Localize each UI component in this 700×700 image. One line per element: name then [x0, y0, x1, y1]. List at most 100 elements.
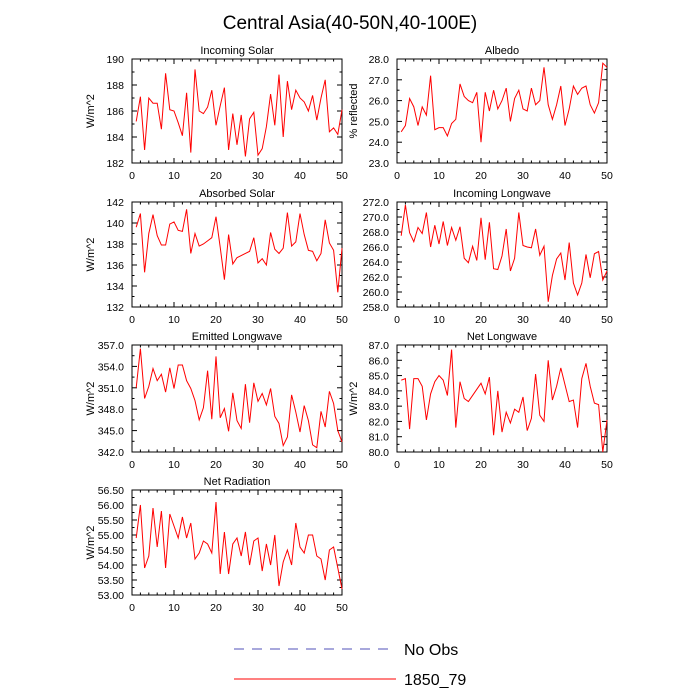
panel-title: Emitted Longwave [192, 331, 283, 343]
x-tick-label: 40 [294, 602, 306, 614]
chart-panel: Incoming Solar 0 10 20 30 40 50 182 184 186 188 190… [85, 45, 348, 182]
x-tick-label: 20 [210, 602, 222, 614]
chart-panel: Net Radiation 0 10 20 30 40 50 53.00 53.50 54.00 5… [85, 476, 348, 614]
y-tick-label: 81.0 [369, 432, 390, 444]
series-line-1850_79 [400, 62, 608, 143]
chart-panel: Emitted Longwave 0 10 20 30 40 50 342.0 345.0 348… [85, 331, 348, 471]
chart-panel: Absorbed Solar 0 10 20 30 40 50 132 134 136 138 140… [85, 188, 348, 326]
x-tick-label: 10 [433, 170, 445, 182]
y-tick-label: 85.0 [369, 371, 390, 383]
panel-title: Net Radiation [204, 476, 271, 488]
y-tick-label: 138 [106, 239, 124, 251]
x-tick-label: 40 [559, 170, 571, 182]
x-tick-label: 10 [168, 170, 180, 182]
y-tick-label: 260.0 [363, 287, 389, 299]
panel-title: Absorbed Solar [199, 188, 275, 200]
series-line-1850_79 [135, 348, 343, 449]
y-tick-label: 140 [106, 218, 124, 230]
y-tick-label: 54.50 [98, 545, 124, 557]
x-tick-label: 30 [517, 314, 529, 326]
chart-panel: Incoming Longwave 0 10 20 30 40 50 258.0 260.0 26… [363, 188, 613, 326]
x-tick-label: 50 [336, 170, 348, 182]
x-tick-label: 40 [559, 314, 571, 326]
x-tick-label: 0 [129, 170, 135, 182]
y-tick-label: 264.0 [363, 257, 389, 269]
x-tick-label: 30 [517, 459, 529, 471]
y-tick-label: 354.0 [98, 361, 124, 373]
y-tick-label: 24.0 [369, 137, 390, 149]
y-tick-label: 56.00 [98, 500, 124, 512]
plot-frame [396, 344, 608, 453]
plot-frame [131, 344, 343, 453]
y-tick-label: 23.0 [369, 158, 390, 170]
x-tick-label: 30 [252, 314, 264, 326]
y-tick-label: 188 [106, 80, 124, 92]
y-tick-label: 348.0 [98, 404, 124, 416]
x-tick-label: 10 [168, 459, 180, 471]
y-tick-label: 26.0 [369, 96, 390, 108]
y-tick-label: 136 [106, 260, 124, 272]
panel-title: Incoming Longwave [453, 188, 551, 200]
legend: No Obs 1850_79 [234, 642, 466, 689]
y-tick-label: 272.0 [363, 197, 389, 209]
series-line-1850_79 [135, 501, 343, 590]
x-tick-label: 30 [252, 602, 264, 614]
x-tick-label: 10 [433, 459, 445, 471]
y-axis-label: W/m^2 [348, 382, 360, 416]
x-tick-label: 40 [294, 459, 306, 471]
y-tick-label: 184 [106, 132, 124, 144]
y-tick-label: 55.50 [98, 515, 124, 527]
y-tick-label: 53.50 [98, 575, 124, 587]
x-tick-label: 0 [129, 602, 135, 614]
y-tick-label: 262.0 [363, 272, 389, 284]
y-tick-label: 357.0 [98, 340, 124, 352]
y-tick-label: 27.0 [369, 75, 390, 87]
x-tick-label: 40 [294, 314, 306, 326]
y-tick-label: 258.0 [363, 302, 389, 314]
y-axis-label: W/m^2 [85, 382, 97, 416]
series-line-1850_79 [400, 204, 608, 302]
x-tick-label: 50 [601, 170, 613, 182]
y-tick-label: 345.0 [98, 426, 124, 438]
x-tick-label: 20 [210, 314, 222, 326]
y-tick-label: 86.0 [369, 355, 390, 367]
x-tick-label: 0 [394, 170, 400, 182]
x-tick-label: 50 [336, 602, 348, 614]
y-tick-label: 28.0 [369, 54, 390, 66]
plot-frame [131, 201, 343, 308]
x-tick-label: 10 [168, 314, 180, 326]
y-tick-label: 80.0 [369, 447, 390, 459]
series-line-1850_79 [401, 349, 608, 453]
x-tick-label: 0 [129, 459, 135, 471]
x-tick-label: 10 [433, 314, 445, 326]
y-tick-label: 84.0 [369, 386, 390, 398]
x-tick-label: 20 [475, 170, 487, 182]
y-tick-label: 56.50 [98, 485, 124, 497]
x-tick-label: 30 [517, 170, 529, 182]
x-tick-label: 40 [559, 459, 571, 471]
y-axis-label: W/m^2 [85, 238, 97, 272]
x-tick-label: 10 [168, 602, 180, 614]
y-tick-label: 53.00 [98, 590, 124, 602]
y-tick-label: 351.0 [98, 383, 124, 395]
chart-panel: Net Longwave 0 10 20 30 40 50 80.0 81.0 82.0 83.0 8… [348, 331, 613, 471]
y-axis-label: % reflected [348, 83, 360, 138]
panel-title: Albedo [485, 45, 519, 57]
x-tick-label: 20 [210, 459, 222, 471]
y-tick-label: 132 [106, 302, 124, 314]
x-tick-label: 0 [394, 459, 400, 471]
panel-title: Incoming Solar [200, 45, 274, 57]
y-tick-label: 134 [106, 281, 124, 293]
legend-label: 1850_79 [404, 672, 466, 689]
series-line-1850_79 [135, 209, 343, 293]
y-tick-label: 270.0 [363, 212, 389, 224]
y-tick-label: 55.00 [98, 530, 124, 542]
y-tick-label: 186 [106, 106, 124, 118]
y-tick-label: 190 [106, 54, 124, 66]
x-tick-label: 50 [336, 314, 348, 326]
y-tick-label: 142 [106, 197, 124, 209]
x-tick-label: 20 [475, 459, 487, 471]
y-tick-label: 266.0 [363, 242, 389, 254]
panel-title: Net Longwave [467, 331, 537, 343]
